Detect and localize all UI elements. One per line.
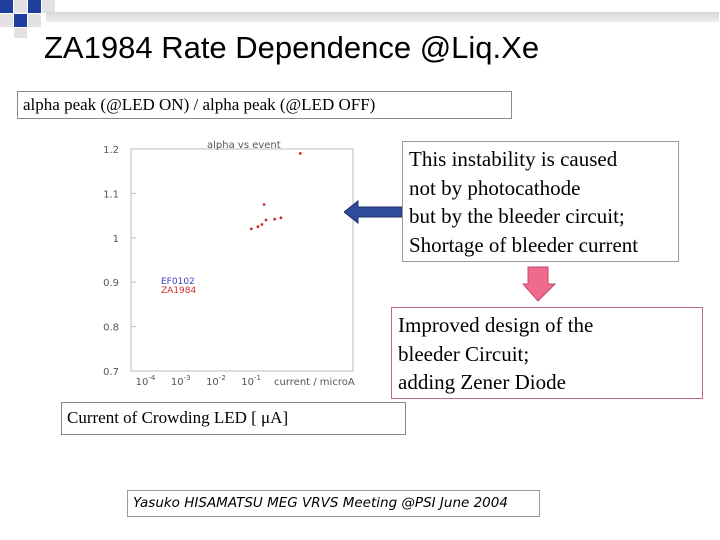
x-tick-label: 10-1: [241, 374, 261, 388]
legend-entry: ZA1984: [161, 286, 197, 296]
rate-dependence-plot: 1.2 1.1 1 0.9 0.8 0.7 10-4 10-3 10-2 10-1 alpha …: [95, 135, 365, 400]
down-arrow-icon: [521, 266, 557, 307]
data-point: [264, 218, 268, 222]
y-tick-label: 1: [113, 234, 119, 245]
plot-frame: [130, 148, 354, 372]
x-axis-caption: Current of Crowding LED [ μA]: [61, 402, 406, 435]
data-point: [260, 223, 264, 226]
y-tick-label: 1.2: [103, 145, 119, 156]
decor-square: [14, 14, 27, 27]
decor-square: [14, 0, 27, 13]
chart-x-axis-label: current / microA: [274, 377, 355, 388]
left-arrow-icon: [343, 199, 404, 229]
slide-title: ZA1984 Rate Dependence @Liq.Xe: [44, 30, 540, 65]
note-line: bleeder Circuit;: [398, 341, 530, 366]
note-line: not by photocathode: [409, 175, 581, 200]
y-tick-label: 0.8: [103, 323, 119, 334]
data-point: [256, 225, 260, 229]
y-tick-label: 1.1: [103, 189, 119, 200]
note-line: adding Zener Diode: [398, 370, 566, 394]
decor-square: [0, 0, 13, 13]
decor-squares: [0, 0, 60, 40]
data-point: [273, 217, 277, 221]
x-tick-label: 10-3: [171, 374, 191, 388]
note-line: Shortage of bleeder current: [409, 232, 639, 257]
note-line: but by the bleeder circuit;: [409, 204, 625, 228]
y-tick-label: 0.9: [103, 278, 119, 289]
left-arrow-shape: [343, 199, 403, 225]
legend-entry: EF0102: [161, 277, 195, 287]
instability-note: This instability is caused not by photoc…: [402, 141, 679, 262]
data-point: [262, 203, 266, 206]
decor-square: [28, 0, 41, 13]
decor-square: [0, 14, 13, 27]
data-point: [298, 152, 302, 155]
decor-squares-svg: [0, 0, 55, 38]
x-tick-label: 10-2: [206, 374, 226, 388]
y-axis-caption: alpha peak (@LED ON) / alpha peak (@LED …: [17, 91, 512, 119]
title-bar-decoration: [46, 12, 719, 22]
plot-svg: 1.2 1.1 1 0.9 0.8 0.7 10-4 10-3 10-2 10-1 alpha …: [103, 140, 355, 388]
y-tick-label: 0.7: [103, 367, 119, 378]
note-line: Improved design of the: [398, 313, 594, 337]
x-tick-label: 10-4: [136, 374, 156, 388]
footer-credit: Yasuko HISAMATSU MEG VRVS Meeting @PSI J…: [127, 490, 540, 517]
note-line: This instability is caused: [409, 147, 618, 171]
improvement-note: Improved design of the bleeder Circuit; …: [391, 307, 703, 399]
decor-square: [14, 28, 27, 38]
chart-title: alpha vs event: [207, 140, 281, 151]
decor-square: [42, 0, 55, 13]
decor-square: [28, 14, 41, 27]
data-point: [279, 216, 283, 220]
down-arrow-shape: [521, 266, 557, 302]
data-point: [249, 227, 253, 231]
